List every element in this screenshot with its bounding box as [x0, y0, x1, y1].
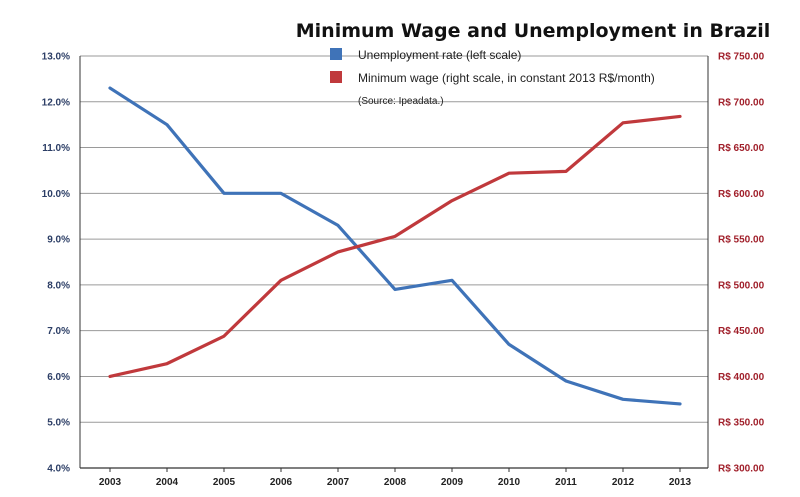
right-tick-label: R$ 300.00 [718, 464, 765, 475]
gridlines [80, 55, 708, 423]
right-tick-label: R$ 500.00 [718, 280, 765, 291]
source-note: (Source: Ipeadata.) [358, 96, 444, 107]
legend: Unemployment rate (left scale) Minimum w… [330, 48, 655, 107]
x-tick-label: 2003 [99, 477, 122, 488]
left-tick-label: 4.0% [47, 464, 70, 475]
x-tick-label: 2004 [156, 477, 179, 488]
x-tick-label: 2008 [384, 477, 407, 488]
right-tick-label: R$ 400.00 [718, 372, 765, 383]
minimum-wage-line [108, 114, 682, 379]
x-tick-label: 2005 [213, 477, 236, 488]
x-tick-label: 2006 [270, 477, 293, 488]
axes [79, 56, 709, 469]
left-tick-label: 8.0% [47, 280, 70, 291]
right-tick-label: R$ 350.00 [718, 418, 765, 429]
chart-title: Minimum Wage and Unemployment in Brazil [296, 20, 770, 42]
left-tick-label: 13.0% [42, 52, 70, 63]
left-tick-label: 9.0% [47, 235, 70, 246]
right-tick-label: R$ 700.00 [718, 97, 765, 108]
left-tick-label: 6.0% [47, 372, 70, 383]
left-tick-label: 5.0% [47, 418, 70, 429]
left-axis-ticks: 4.0% 5.0% 6.0% 7.0% 8.0% 9.0% 10.0% 11.0% 12.0% 1… [42, 52, 70, 475]
series-lines [108, 86, 682, 406]
left-tick-label: 10.0% [42, 189, 70, 200]
left-tick-label: 7.0% [47, 326, 70, 337]
legend-label-unemployment: Unemployment rate (left scale) [358, 48, 521, 62]
unemployment-line [108, 86, 682, 406]
x-tick-label: 2009 [441, 477, 464, 488]
right-tick-label: R$ 600.00 [718, 189, 765, 200]
right-tick-label: R$ 550.00 [718, 235, 765, 246]
x-tick-label: 2010 [498, 477, 521, 488]
right-tick-label: R$ 750.00 [718, 52, 765, 63]
left-tick-label: 12.0% [42, 97, 70, 108]
x-axis-ticks: 2003 2004 2005 2006 2007 2008 2009 2010 2011 2012… [99, 468, 692, 488]
legend-swatch-minimum-wage [330, 71, 342, 83]
right-axis-ticks: R$ 300.00 R$ 350.00 R$ 400.00 R$ 450.00 R$ 5… [718, 52, 765, 475]
x-tick-label: 2012 [612, 477, 635, 488]
right-tick-label: R$ 450.00 [718, 326, 765, 337]
right-tick-label: R$ 650.00 [718, 143, 765, 154]
legend-swatch-unemployment [330, 48, 342, 60]
left-tick-label: 11.0% [42, 143, 70, 154]
x-tick-label: 2013 [669, 477, 692, 488]
x-tick-label: 2007 [327, 477, 350, 488]
x-tick-label: 2011 [555, 477, 577, 488]
legend-label-minimum-wage: Minimum wage (right scale, in constant 2… [358, 71, 655, 85]
